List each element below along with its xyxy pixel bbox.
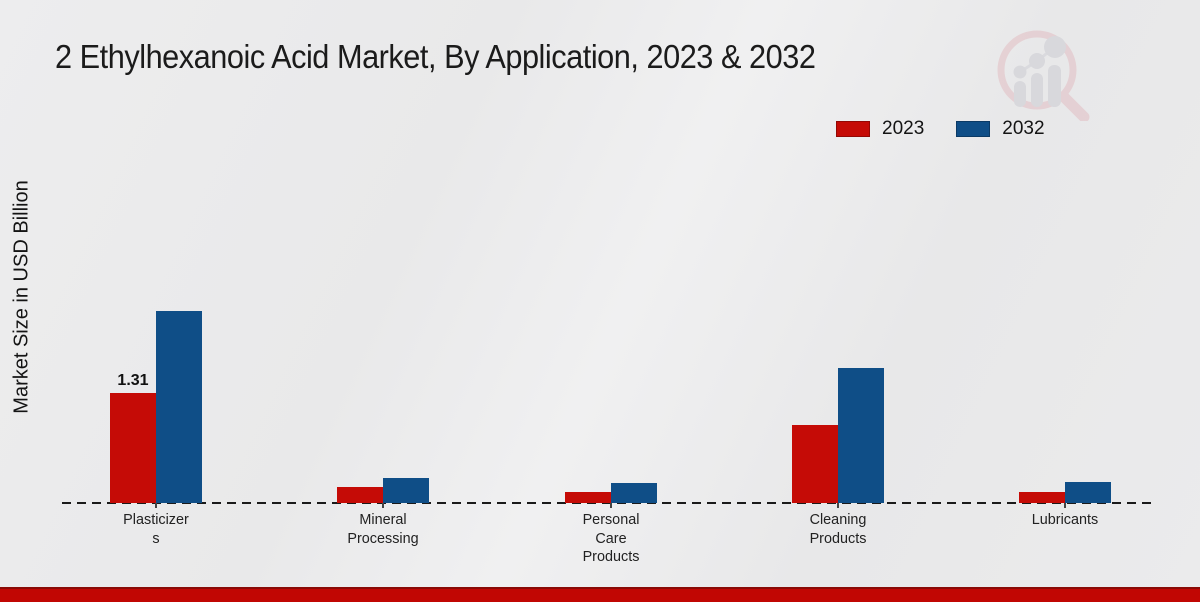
logo-dot-3-icon xyxy=(1044,36,1066,58)
x-axis-tick-plasticizers xyxy=(155,503,157,508)
bar-2032-cleaning-products xyxy=(838,368,884,503)
legend-item-2032: 2032 xyxy=(956,118,1045,140)
x-axis-tick-mineral-processing xyxy=(382,503,384,508)
bar-2023-cleaning-products xyxy=(792,425,838,503)
category-label-mineral-processing: Mineral Processing xyxy=(347,511,419,547)
chart-title: 2 Ethylhexanoic Acid Market, By Applicat… xyxy=(55,38,816,75)
legend-item-2023: 2023 xyxy=(836,118,924,140)
category-label-lubricants: Lubricants xyxy=(1031,511,1099,528)
bar-2032-lubricants xyxy=(1065,482,1111,503)
x-axis-tick-lubricants xyxy=(1064,503,1066,508)
category-label-plasticizers: Plasticizer s xyxy=(123,511,189,547)
category-label-cleaning-products: Cleaning Products xyxy=(809,511,867,547)
x-axis-baseline xyxy=(62,502,1157,504)
bar-2023-lubricants xyxy=(1019,492,1065,503)
logo-bar-3-icon xyxy=(1048,65,1061,107)
magnifier-handle-icon xyxy=(1058,91,1090,121)
bar-value-label-plasticizers-2023: 1.31 xyxy=(117,372,149,389)
footer-accent-bar xyxy=(0,587,1200,602)
category-label-personal-care-products: Personal Care Products xyxy=(582,511,640,565)
bar-2032-mineral-processing xyxy=(383,478,429,503)
bar-2023-plasticizers xyxy=(110,393,156,503)
logo-dot-2-icon xyxy=(1029,53,1045,69)
bar-2023-personal-care-products xyxy=(565,492,611,503)
bar-2032-plasticizers xyxy=(156,311,202,503)
legend-swatch-2023 xyxy=(836,121,870,137)
logo-bar-2-icon xyxy=(1031,73,1043,107)
x-axis-tick-personal-care-products xyxy=(610,503,612,508)
bar-2023-mineral-processing xyxy=(337,487,383,503)
legend: 2023 2032 xyxy=(836,118,1045,140)
legend-swatch-2032 xyxy=(956,121,991,137)
logo-bar-1-icon xyxy=(1014,81,1026,107)
x-axis-tick-cleaning-products xyxy=(837,503,839,508)
legend-label-2023: 2023 xyxy=(882,118,925,139)
bar-2032-personal-care-products xyxy=(611,483,657,503)
brand-watermark-logo xyxy=(997,30,1090,121)
logo-dot-1-icon xyxy=(1013,65,1027,79)
y-axis-label: Market Size in USD Billion xyxy=(10,180,33,414)
legend-label-2032: 2032 xyxy=(1002,118,1045,139)
